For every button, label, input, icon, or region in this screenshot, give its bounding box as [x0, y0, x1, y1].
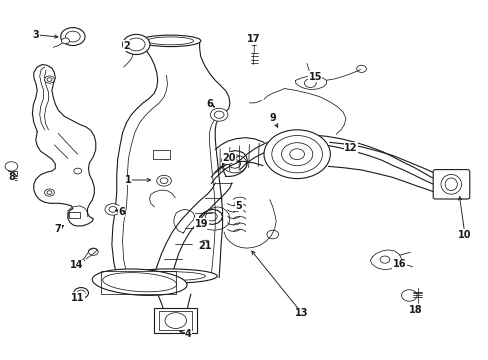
Text: 16: 16 — [392, 259, 406, 269]
Circle shape — [61, 28, 85, 45]
Circle shape — [65, 31, 80, 42]
Text: 18: 18 — [408, 305, 422, 315]
Text: 1: 1 — [125, 175, 132, 185]
Text: 13: 13 — [295, 309, 308, 318]
Text: 6: 6 — [118, 207, 125, 217]
Text: 19: 19 — [194, 219, 208, 229]
Text: 7: 7 — [55, 225, 61, 234]
Text: 2: 2 — [123, 41, 130, 50]
Bar — [154, 308, 197, 333]
Ellipse shape — [147, 37, 193, 45]
Circle shape — [77, 290, 85, 296]
Circle shape — [47, 191, 52, 194]
Circle shape — [224, 158, 230, 162]
Ellipse shape — [132, 272, 205, 280]
Circle shape — [61, 38, 69, 44]
Text: 8: 8 — [8, 172, 15, 182]
Ellipse shape — [102, 273, 176, 292]
Bar — [153, 150, 169, 159]
Bar — [69, 212, 80, 218]
Circle shape — [47, 78, 52, 81]
Text: 3: 3 — [32, 30, 39, 40]
Text: 12: 12 — [344, 143, 357, 153]
Bar — [159, 311, 192, 330]
Circle shape — [74, 288, 88, 298]
Circle shape — [160, 178, 167, 184]
Circle shape — [289, 149, 304, 159]
Circle shape — [271, 135, 322, 173]
Text: 17: 17 — [246, 35, 260, 44]
Circle shape — [210, 108, 227, 121]
Circle shape — [5, 162, 18, 171]
Circle shape — [264, 130, 330, 179]
Ellipse shape — [140, 35, 201, 46]
Bar — [101, 271, 176, 294]
Text: 6: 6 — [205, 99, 212, 109]
Circle shape — [122, 35, 150, 54]
Circle shape — [109, 207, 117, 212]
Text: 4: 4 — [184, 329, 191, 339]
Circle shape — [127, 38, 145, 51]
Circle shape — [214, 111, 224, 118]
Circle shape — [44, 189, 54, 196]
Circle shape — [199, 240, 211, 249]
Text: 15: 15 — [308, 72, 321, 82]
Text: 9: 9 — [269, 113, 276, 123]
Ellipse shape — [121, 269, 217, 283]
Text: 14: 14 — [69, 260, 83, 270]
Text: 21: 21 — [197, 241, 211, 251]
Text: 11: 11 — [71, 293, 84, 303]
Circle shape — [74, 168, 81, 174]
Circle shape — [281, 143, 312, 166]
Circle shape — [221, 156, 233, 165]
Circle shape — [44, 76, 54, 83]
Circle shape — [202, 242, 208, 247]
Circle shape — [105, 204, 121, 215]
Bar — [7, 171, 17, 175]
Ellipse shape — [92, 269, 187, 296]
Circle shape — [157, 175, 171, 186]
Text: 10: 10 — [457, 230, 471, 239]
FancyBboxPatch shape — [432, 170, 469, 199]
Text: 5: 5 — [235, 201, 242, 211]
Text: 20: 20 — [222, 153, 235, 163]
